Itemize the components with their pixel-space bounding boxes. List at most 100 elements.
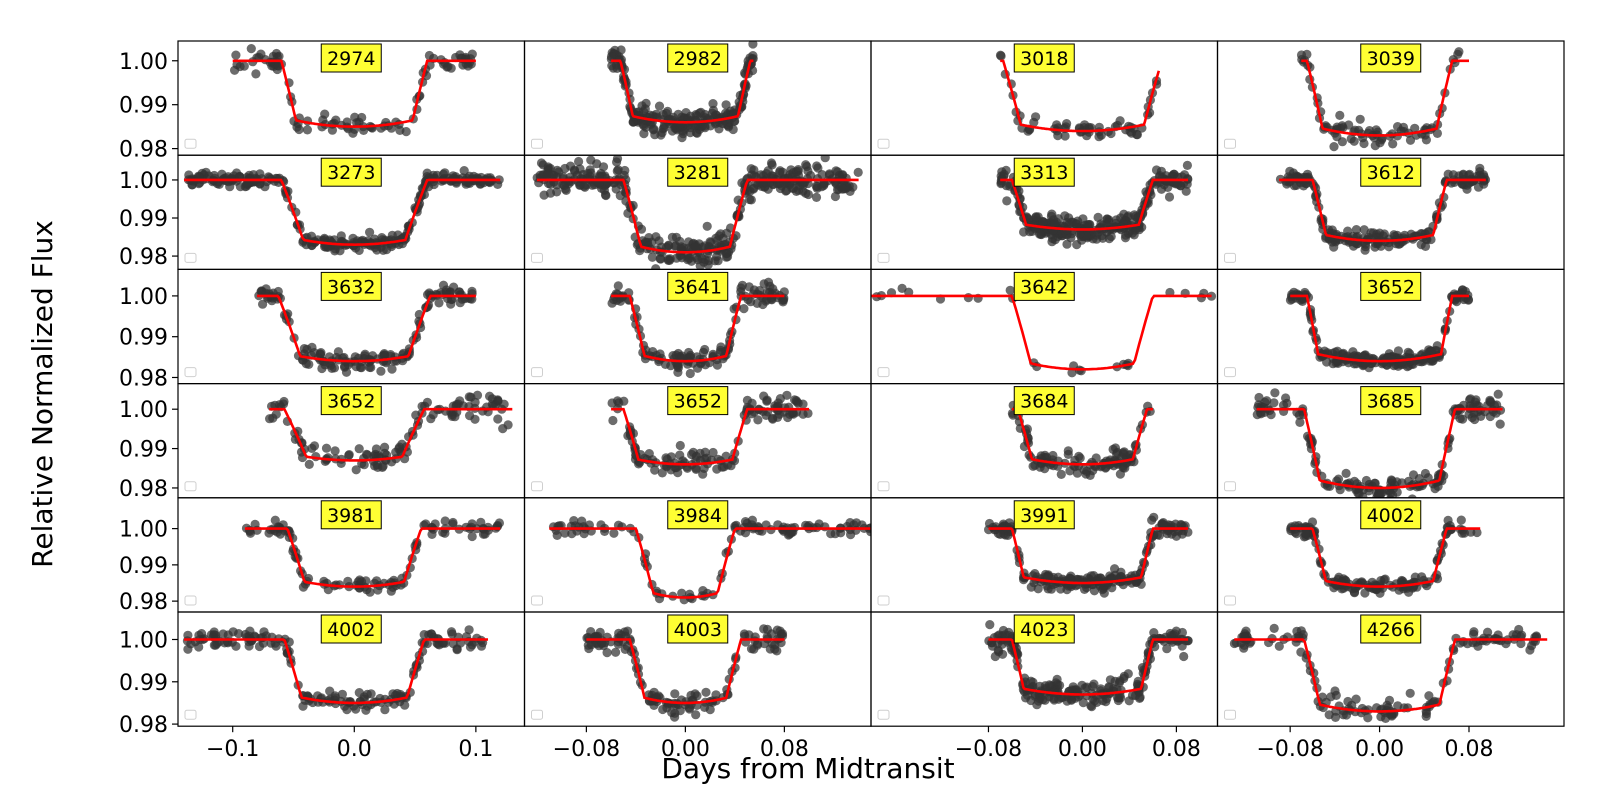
legend-marker [184,481,197,492]
data-point [762,624,773,635]
data-point [230,65,240,75]
data-point [1063,449,1073,459]
panel: 3039 [1216,40,1565,156]
data-point [273,522,283,532]
data-point [841,173,851,183]
data-point [214,179,224,189]
data-point [657,468,667,478]
data-point [1349,136,1359,146]
data-point [539,170,549,180]
data-point [1387,711,1397,721]
model-curve [611,294,785,363]
legend-marker [1224,709,1236,720]
data-point [1274,641,1284,651]
data-point [749,165,759,175]
panel: 3642 [870,268,1219,385]
data-point [607,398,617,408]
panel-label-box [320,500,382,530]
data-point [560,528,570,538]
legend-marker [1224,138,1236,149]
data-point [1252,410,1262,420]
data-point [440,528,450,538]
data-point [1407,494,1417,498]
data-point [811,181,821,191]
data-point [1245,638,1255,648]
data-point [209,640,219,650]
data-point [1179,651,1189,662]
data-point [1074,451,1084,461]
data-point [602,648,612,658]
data-point [691,242,702,252]
data-point [1459,400,1469,410]
panel: 3281 [523,154,872,270]
data-point [714,231,724,241]
data-point [1408,470,1419,480]
data-point [1173,179,1183,189]
model-curve [184,178,501,246]
y-tick-label: 1.00 [119,50,168,75]
data-point [658,109,668,120]
data-point [467,531,477,542]
panel-label-box [320,614,382,644]
data-point [1493,389,1503,399]
data-point [1355,114,1365,124]
data-point [1171,519,1181,529]
data-point [662,242,672,252]
data-point [713,256,723,266]
panel-label: 4023 [1020,619,1068,641]
panel-label: 2974 [327,48,375,70]
panel: 4003 −0.08 0.00 0.08 [523,611,872,762]
data-point [963,293,974,303]
panel: 4002 0.98 0.99 1.00 −0.1 0.0 0.1 [119,611,526,762]
x-tick-label: −0.08 [955,737,1022,762]
data-point [364,362,374,372]
data-point [1067,368,1077,378]
panel: 3685 [1216,383,1565,499]
data-point [1116,567,1126,577]
data-point [351,704,361,714]
y-axis-label: Relative Normalized Flux [26,220,59,568]
data-point [1056,693,1066,703]
data-point [429,179,439,190]
data-point [1113,695,1123,706]
data-points [265,390,513,475]
data-point [1330,712,1341,723]
data-point [273,286,283,297]
panel: 3684 [870,383,1219,499]
data-point [365,227,375,237]
data-point [1286,522,1297,532]
data-point [1002,196,1012,206]
model-curve [257,294,476,363]
data-point [1337,137,1347,147]
data-point [465,642,476,652]
data-point [1035,462,1045,472]
data-point [1281,393,1291,403]
data-point [591,633,601,643]
data-point [342,705,352,715]
data-point [1406,229,1416,239]
model-curve [586,638,785,705]
data-point [1361,475,1371,486]
panel-label: 3652 [327,391,375,413]
data-point [801,188,811,198]
data-point [790,395,800,405]
data-point [1269,398,1279,408]
data-point [666,452,676,462]
data-point [671,253,682,263]
x-tick-label: −0.08 [553,737,620,762]
y-tick-label: 1.00 [119,518,168,543]
data-point [1460,286,1470,296]
data-point [1351,225,1361,235]
data-point [579,181,589,191]
model-curve [232,59,476,129]
data-point [635,246,645,256]
data-point [1405,135,1416,145]
data-point [419,630,429,640]
data-point [676,242,687,252]
data-point [608,415,618,426]
data-point [739,304,749,314]
data-point [707,108,717,118]
data-point [667,126,678,136]
data-point [317,363,327,374]
